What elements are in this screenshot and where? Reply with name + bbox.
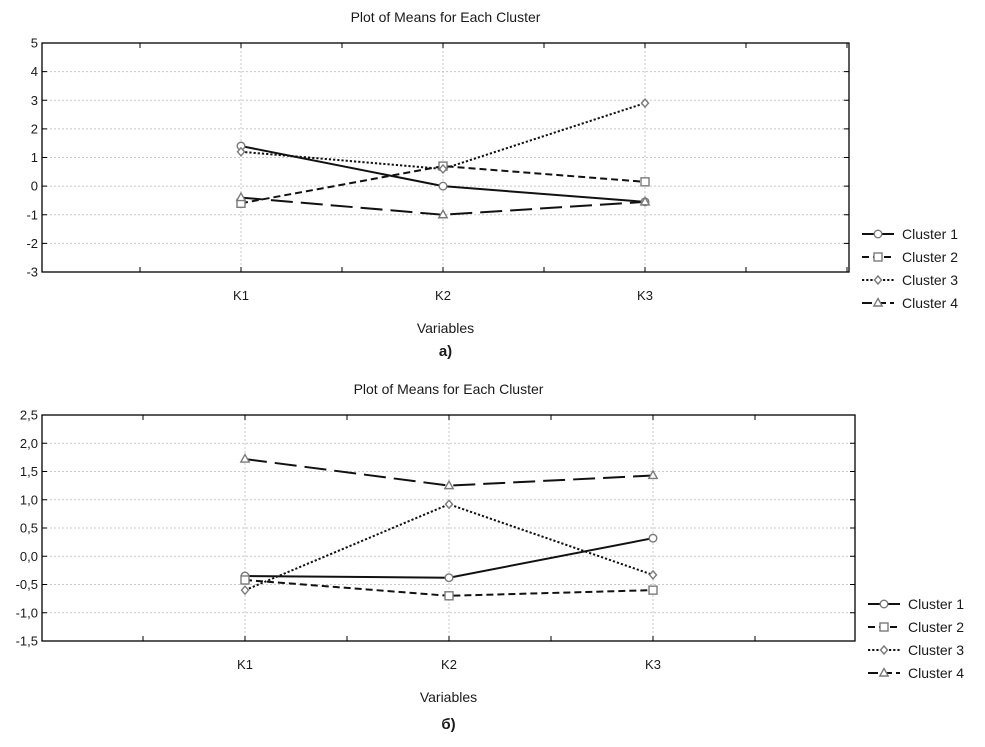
y-tick-label: 2 <box>31 121 38 136</box>
y-tick-label: 1,0 <box>20 492 38 507</box>
data-point-cluster-4 <box>639 195 651 206</box>
y-tick-label: 0,0 <box>20 549 38 564</box>
chart-panel-a: Plot of Means for Each Cluster 5 4 3 2 1 0 -1 -2… <box>26 9 958 360</box>
legend-label-cluster-1: Cluster 1 <box>908 596 964 612</box>
x-tick-label: K1 <box>237 657 253 672</box>
data-point-cluster-4 <box>647 469 659 480</box>
series-line-cluster-2 <box>240 165 646 205</box>
data-point-cluster-3 <box>236 146 246 157</box>
y-tick-label: -1 <box>26 207 38 222</box>
chart-title: Plot of Means for Each Cluster <box>354 381 544 397</box>
legend-marker-cluster-1 <box>879 599 889 609</box>
y-tick-label: 0,5 <box>20 521 38 536</box>
legend-marker-cluster-3 <box>873 274 883 286</box>
legend-label-cluster-2: Cluster 2 <box>902 249 958 265</box>
y-tick-label: -2 <box>26 236 38 251</box>
legend-marker-cluster-1 <box>873 229 883 239</box>
y-tick-label: 0 <box>31 179 38 194</box>
data-point-cluster-4 <box>235 191 247 202</box>
y-tick-label: -1,5 <box>16 634 38 649</box>
legend-label-cluster-4: Cluster 4 <box>902 295 958 311</box>
x-tick-label: K3 <box>645 657 661 672</box>
y-tick-label: 5 <box>31 36 38 51</box>
y-tick-label: -1,0 <box>16 605 38 620</box>
legend-label-cluster-2: Cluster 2 <box>908 619 964 635</box>
y-tick-label: 2,0 <box>20 436 38 451</box>
y-tick-label: 1 <box>31 150 38 165</box>
data-point-cluster-3 <box>648 569 658 580</box>
legend-label-cluster-1: Cluster 1 <box>902 226 958 242</box>
data-point-cluster-1 <box>648 533 658 543</box>
data-point-cluster-2 <box>648 585 658 595</box>
y-tick-label: 2,5 <box>20 408 38 423</box>
legend-marker-cluster-3 <box>879 644 889 656</box>
legend-label-cluster-3: Cluster 3 <box>902 272 958 288</box>
data-point-cluster-2 <box>240 575 250 585</box>
y-tick-label: 3 <box>31 93 38 108</box>
legend-marker-cluster-2 <box>879 622 889 632</box>
data-point-cluster-1 <box>444 573 454 583</box>
legend-marker-cluster-4 <box>872 297 884 307</box>
x-axis-label: Variables <box>417 320 474 336</box>
y-tick-label: -0,5 <box>16 577 38 592</box>
x-tick-label: K2 <box>435 288 451 303</box>
legend-marker-cluster-2 <box>873 252 883 262</box>
data-point-cluster-2 <box>444 591 454 601</box>
x-axis-label: Variables <box>420 689 477 705</box>
chart-panel-b: Plot of Means for Each Cluster 2,5 2,0 1,5 1… <box>16 381 965 733</box>
x-tick-label: K3 <box>637 288 653 303</box>
chart-title: Plot of Means for Each Cluster <box>351 9 541 25</box>
y-tick-label: 4 <box>31 64 38 79</box>
series-line-cluster-4 <box>244 458 654 487</box>
panel-label: б) <box>441 716 455 733</box>
legend-label-cluster-4: Cluster 4 <box>908 665 964 681</box>
data-point-cluster-2 <box>640 177 650 187</box>
y-tick-label: -3 <box>26 265 38 280</box>
series-line-cluster-4 <box>240 196 646 216</box>
x-tick-label: K2 <box>441 657 457 672</box>
data-point-cluster-4 <box>239 453 251 463</box>
legend-marker-cluster-4 <box>878 667 890 677</box>
y-tick-label: 1,5 <box>20 464 38 479</box>
x-tick-label: K1 <box>233 288 249 303</box>
legend-label-cluster-3: Cluster 3 <box>908 642 964 658</box>
data-point-cluster-3 <box>444 499 454 510</box>
data-point-cluster-4 <box>443 479 455 490</box>
data-point-cluster-1 <box>438 181 448 191</box>
data-point-cluster-3 <box>438 163 448 175</box>
data-point-cluster-4 <box>437 208 449 219</box>
panel-label: a) <box>439 343 452 360</box>
data-point-cluster-3 <box>240 585 250 596</box>
data-point-cluster-3 <box>640 98 650 109</box>
